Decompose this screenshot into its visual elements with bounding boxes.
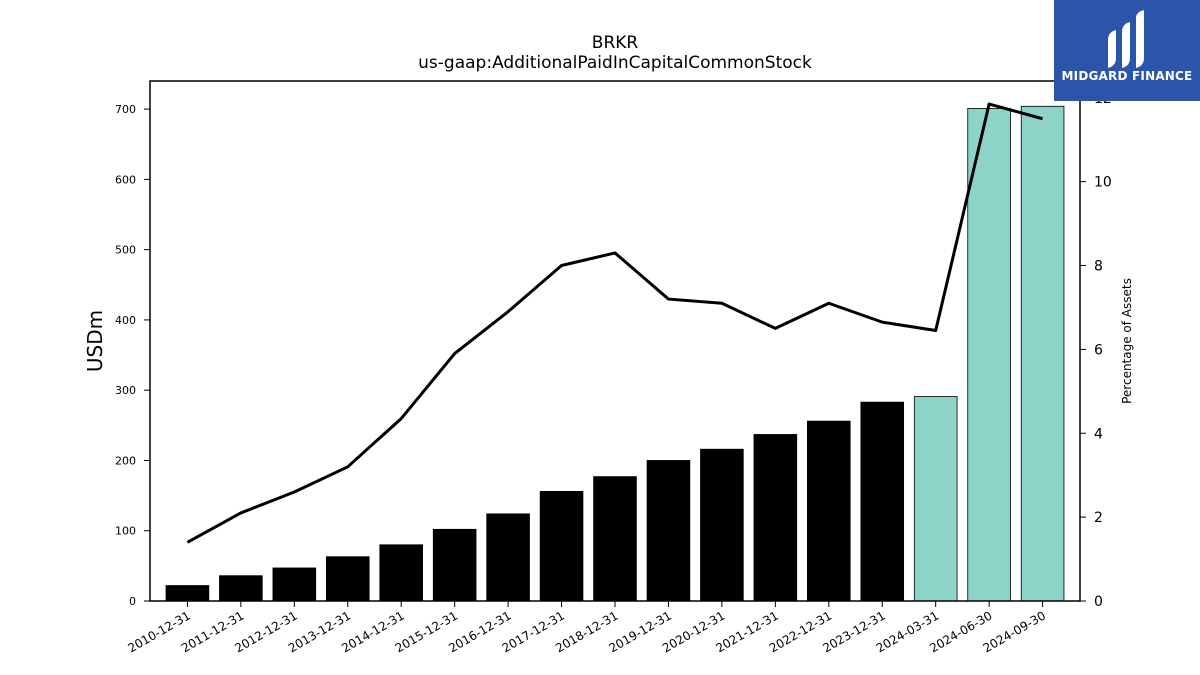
chart-subtitle: us-gaap:AdditionalPaidInCapitalCommonSto… <box>418 53 812 73</box>
y-axis-left: 0 100 200 300 400 500 600 700 <box>115 103 150 608</box>
logo-text: MIDGARD FINANCE <box>1061 69 1193 83</box>
bar <box>486 513 530 602</box>
y2-tick-label: 0 <box>1094 594 1103 610</box>
y-axis-label: USDm <box>83 310 107 372</box>
bar <box>165 585 210 602</box>
x-axis: 2010-12-312011-12-312012-12-312013-12-31… <box>126 601 1048 655</box>
bar <box>1020 105 1065 602</box>
bar <box>272 567 317 602</box>
y-tick-label: 500 <box>115 244 136 257</box>
y-tick-label: 300 <box>115 384 136 397</box>
y2-tick-label: 2 <box>1094 510 1103 526</box>
bar <box>539 490 584 602</box>
line-series <box>186 102 1043 544</box>
bar <box>646 460 691 602</box>
bar <box>753 434 798 602</box>
chart-title: BRKR <box>592 33 639 53</box>
y-tick-label: 0 <box>129 595 136 608</box>
bar <box>325 556 370 602</box>
y2-tick-label: 6 <box>1094 342 1103 358</box>
midgard-logo-icon <box>1108 10 1144 68</box>
y-tick-label: 100 <box>115 525 136 538</box>
bar <box>219 575 263 602</box>
bar <box>913 396 958 602</box>
y-tick-label: 600 <box>115 173 136 186</box>
y-axis-right: 024681012 <box>1080 91 1112 610</box>
y-tick-label: 200 <box>115 454 136 467</box>
bar <box>967 108 1011 602</box>
y2-tick-label: 10 <box>1094 175 1112 191</box>
y2-tick-label: 4 <box>1094 426 1103 442</box>
y2-axis-label: Percentage of Assets <box>1120 278 1134 404</box>
bar <box>379 544 423 602</box>
line-series-layer <box>186 102 1043 544</box>
y-tick-label: 400 <box>115 314 136 327</box>
bar-series <box>165 105 1065 602</box>
y-tick-label: 700 <box>115 103 136 116</box>
bar <box>593 476 637 602</box>
bar <box>700 448 744 602</box>
bar <box>432 528 477 602</box>
bar <box>807 420 851 602</box>
y2-tick-label: 8 <box>1094 259 1103 275</box>
midgard-finance-logo: MIDGARD FINANCE <box>1054 0 1200 101</box>
bar <box>860 401 905 602</box>
